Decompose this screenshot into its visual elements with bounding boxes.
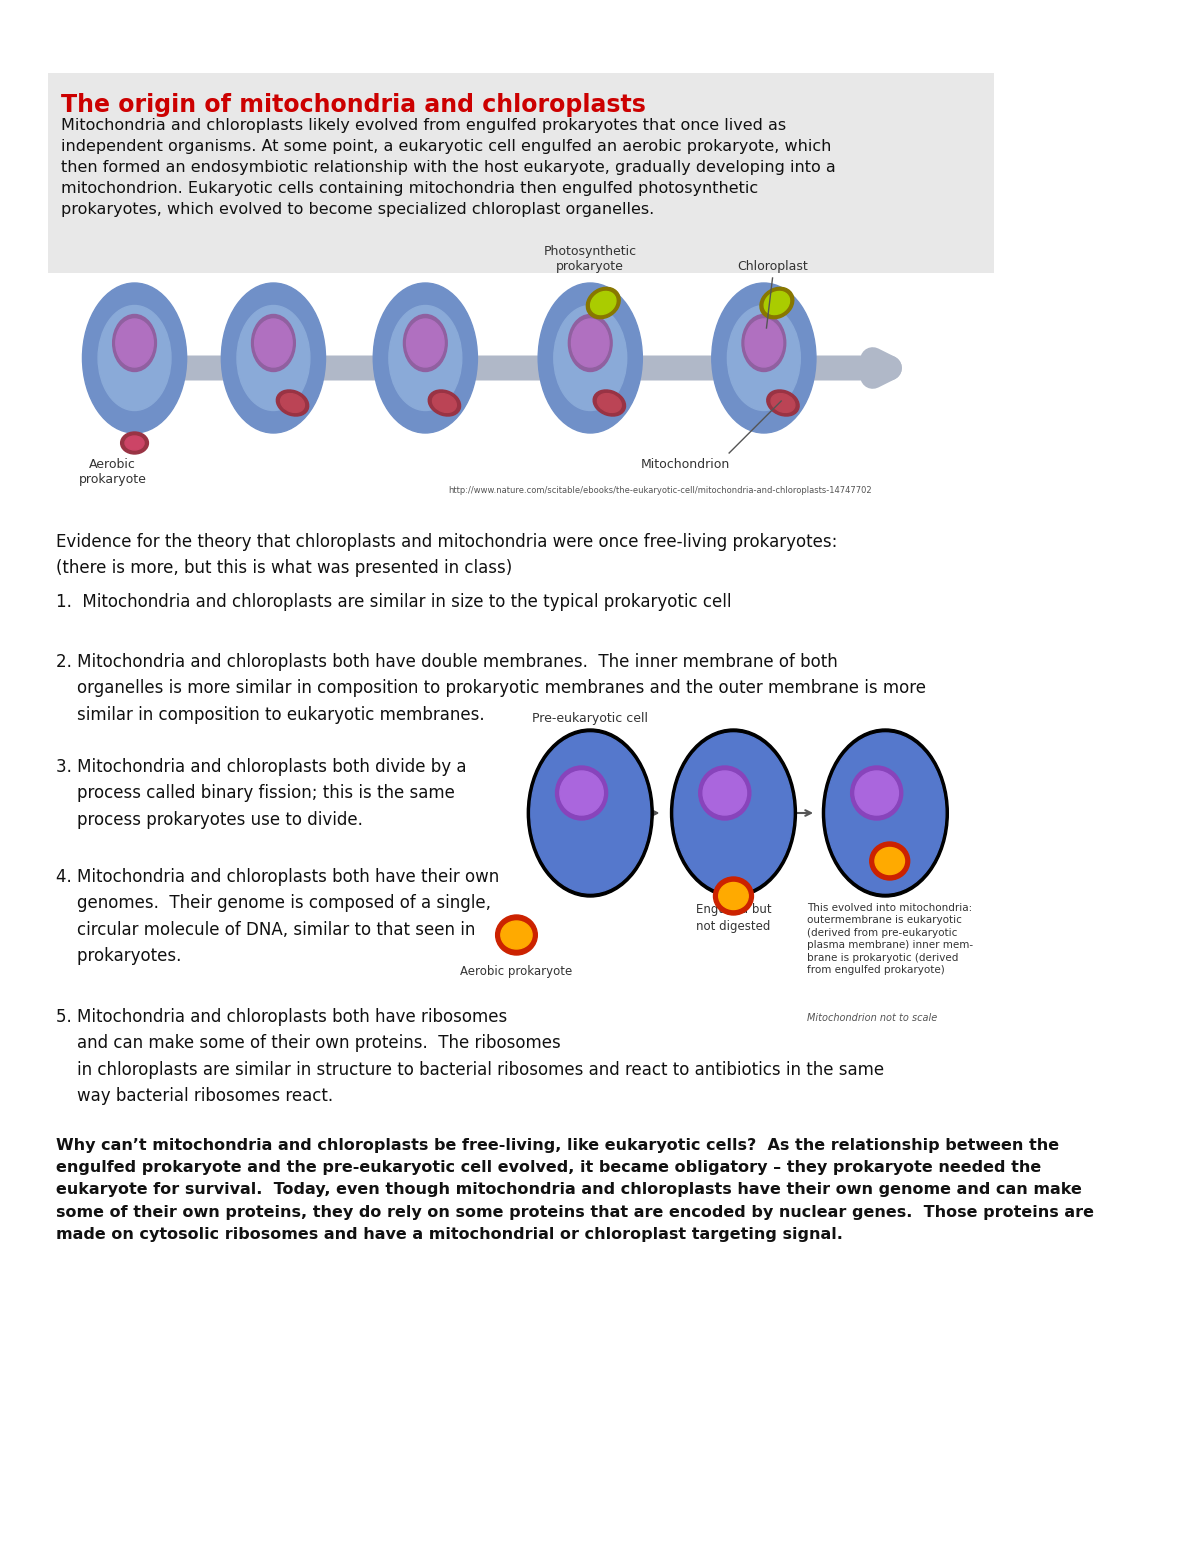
Ellipse shape	[764, 292, 790, 315]
Ellipse shape	[538, 283, 642, 433]
Text: 5. Mitochondria and chloroplasts both have ribosomes
    and can make some of th: 5. Mitochondria and chloroplasts both ha…	[56, 1008, 884, 1106]
Ellipse shape	[125, 436, 144, 450]
Ellipse shape	[671, 728, 797, 898]
Ellipse shape	[254, 318, 292, 367]
Ellipse shape	[714, 877, 754, 915]
Text: Evidence for the theory that chloroplasts and mitochondria were once free-living: Evidence for the theory that chloroplast…	[56, 533, 838, 578]
Ellipse shape	[560, 770, 604, 815]
Ellipse shape	[281, 393, 305, 413]
Ellipse shape	[527, 728, 653, 898]
Ellipse shape	[875, 848, 905, 874]
Ellipse shape	[236, 306, 310, 410]
Ellipse shape	[719, 882, 749, 910]
Ellipse shape	[500, 921, 532, 949]
Ellipse shape	[598, 393, 622, 413]
Text: Why can’t mitochondria and chloroplasts be free-living, like eukaryotic cells?  : Why can’t mitochondria and chloroplasts …	[56, 1138, 1094, 1242]
FancyBboxPatch shape	[48, 73, 994, 273]
Text: This evolved into mitochondria:
outermembrane is eukaryotic
(derived from pre-eu: This evolved into mitochondria: outermem…	[808, 902, 973, 975]
Ellipse shape	[403, 315, 448, 371]
Ellipse shape	[698, 766, 751, 820]
Ellipse shape	[221, 283, 325, 433]
Ellipse shape	[772, 393, 794, 413]
Ellipse shape	[822, 728, 948, 898]
Ellipse shape	[674, 733, 793, 893]
Ellipse shape	[530, 733, 649, 893]
Text: Pre-eukaryotic cell: Pre-eukaryotic cell	[533, 711, 648, 725]
Ellipse shape	[252, 315, 295, 371]
Ellipse shape	[98, 306, 172, 410]
Text: Mitochondrion not to scale: Mitochondrion not to scale	[808, 1013, 937, 1023]
Ellipse shape	[556, 766, 607, 820]
Ellipse shape	[760, 287, 793, 318]
Ellipse shape	[113, 315, 156, 371]
Ellipse shape	[571, 318, 610, 367]
Text: The origin of mitochondria and chloroplasts: The origin of mitochondria and chloropla…	[61, 93, 646, 116]
Ellipse shape	[389, 306, 462, 410]
Ellipse shape	[121, 432, 149, 453]
Text: 2. Mitochondria and chloroplasts both have double membranes.  The inner membrane: 2. Mitochondria and chloroplasts both ha…	[56, 652, 926, 724]
Ellipse shape	[856, 770, 899, 815]
Ellipse shape	[428, 390, 461, 416]
Ellipse shape	[553, 306, 626, 410]
Text: Chloroplast: Chloroplast	[737, 259, 808, 273]
Text: Photosynthetic
prokaryote: Photosynthetic prokaryote	[544, 245, 637, 273]
Text: 1.  Mitochondria and chloroplasts are similar in size to the typical prokaryotic: 1. Mitochondria and chloroplasts are sim…	[56, 593, 732, 610]
Ellipse shape	[276, 390, 308, 416]
Ellipse shape	[83, 283, 187, 433]
Ellipse shape	[745, 318, 782, 367]
Ellipse shape	[569, 315, 612, 371]
Text: Mitochondria and chloroplasts likely evolved from engulfed prokaryotes that once: Mitochondria and chloroplasts likely evo…	[61, 118, 835, 217]
Ellipse shape	[587, 287, 620, 318]
Text: Mitochondrion: Mitochondrion	[641, 458, 731, 471]
Text: http://www.nature.com/scitable/ebooks/the-eukaryotic-cell/mitochondria-and-chlor: http://www.nature.com/scitable/ebooks/th…	[448, 486, 871, 495]
Ellipse shape	[870, 842, 910, 881]
Text: 3. Mitochondria and chloroplasts both divide by a
    process called binary fiss: 3. Mitochondria and chloroplasts both di…	[56, 758, 467, 829]
Ellipse shape	[432, 393, 456, 413]
Ellipse shape	[826, 733, 944, 893]
Ellipse shape	[727, 306, 800, 410]
Ellipse shape	[593, 390, 625, 416]
Ellipse shape	[703, 770, 746, 815]
Ellipse shape	[496, 915, 538, 955]
Text: Aerobic
prokaryote: Aerobic prokaryote	[79, 458, 146, 486]
Ellipse shape	[373, 283, 478, 433]
Ellipse shape	[767, 390, 799, 416]
Ellipse shape	[407, 318, 444, 367]
Text: Engulfed but
not digested: Engulfed but not digested	[696, 902, 772, 933]
Ellipse shape	[115, 318, 154, 367]
Ellipse shape	[590, 292, 616, 315]
Ellipse shape	[742, 315, 786, 371]
Ellipse shape	[851, 766, 902, 820]
Text: Aerobic prokaryote: Aerobic prokaryote	[461, 964, 572, 978]
Ellipse shape	[712, 283, 816, 433]
Text: 4. Mitochondria and chloroplasts both have their own
    genomes.  Their genome : 4. Mitochondria and chloroplasts both ha…	[56, 868, 499, 966]
